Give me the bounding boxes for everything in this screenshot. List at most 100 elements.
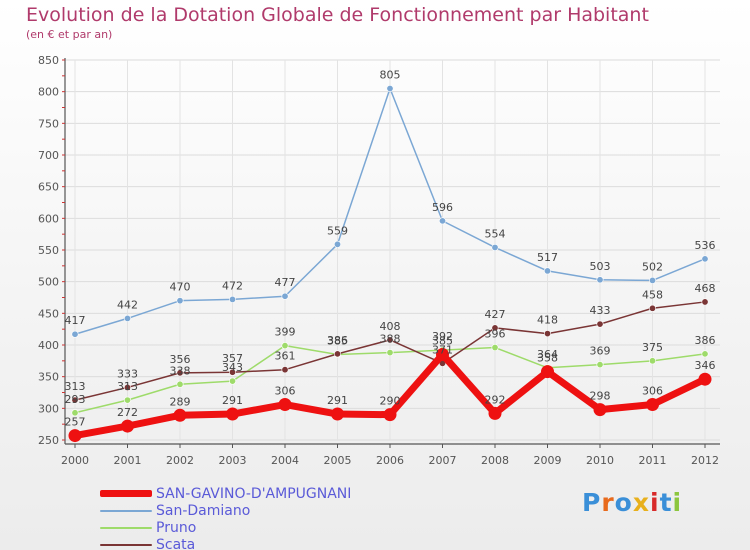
data-label: 554 bbox=[485, 227, 506, 240]
data-point bbox=[436, 348, 449, 361]
data-point bbox=[701, 298, 709, 306]
data-label: 356 bbox=[170, 353, 191, 366]
x-tick-label: 2008 bbox=[481, 454, 509, 467]
data-point bbox=[229, 295, 237, 303]
data-label: 502 bbox=[642, 260, 663, 273]
legend-item: SAN-GAVINO-D'AMPUGNANI bbox=[100, 485, 351, 502]
data-point bbox=[386, 349, 394, 357]
y-tick-label: 850 bbox=[38, 54, 59, 67]
data-label: 472 bbox=[222, 279, 243, 292]
data-label: 396 bbox=[485, 328, 506, 341]
data-label: 364 bbox=[537, 348, 558, 361]
data-label: 291 bbox=[222, 394, 243, 407]
data-label: 458 bbox=[642, 288, 663, 301]
data-point bbox=[333, 240, 341, 248]
y-tick-label: 600 bbox=[38, 212, 59, 225]
gridlines bbox=[65, 59, 720, 441]
data-point bbox=[281, 366, 289, 374]
data-label: 306 bbox=[275, 385, 296, 398]
legend-label: Pruno bbox=[156, 519, 197, 536]
data-point bbox=[438, 217, 446, 225]
data-point bbox=[173, 408, 187, 422]
x-tick-label: 2009 bbox=[534, 454, 562, 467]
data-label: 418 bbox=[537, 314, 558, 327]
data-label: 369 bbox=[590, 345, 611, 358]
data-point bbox=[333, 350, 341, 358]
data-label: 536 bbox=[695, 239, 716, 252]
data-label: 371 bbox=[432, 343, 453, 356]
legend-item: Pruno bbox=[100, 519, 351, 536]
data-point bbox=[124, 396, 132, 404]
data-label: 289 bbox=[170, 395, 191, 408]
data-point bbox=[281, 292, 289, 300]
data-label: 386 bbox=[695, 334, 716, 347]
data-point bbox=[71, 409, 79, 417]
data-label: 346 bbox=[695, 359, 716, 372]
data-label: 388 bbox=[380, 333, 401, 346]
y-tick-label: 350 bbox=[38, 371, 59, 384]
data-point bbox=[491, 243, 499, 251]
data-point bbox=[331, 407, 344, 421]
data-label: 417 bbox=[65, 314, 86, 327]
data-label: 306 bbox=[642, 385, 663, 398]
logo-letter: o bbox=[614, 488, 633, 517]
logo-letter: x bbox=[632, 488, 650, 517]
data-point bbox=[71, 396, 79, 404]
data-label: 298 bbox=[590, 390, 611, 403]
data-label: 333 bbox=[117, 367, 138, 380]
data-labels: 257 272 289 291 306 291 290 385 292 358 298 306 346 4… bbox=[65, 69, 716, 429]
data-point bbox=[124, 314, 132, 322]
legend-label: Scata bbox=[156, 536, 196, 550]
legend-item: Scata bbox=[100, 536, 351, 550]
data-label: 805 bbox=[380, 69, 401, 82]
data-point bbox=[593, 403, 607, 417]
data-label: 385 bbox=[432, 335, 453, 348]
x-tick-label: 2001 bbox=[114, 454, 142, 467]
data-point bbox=[68, 429, 82, 443]
legend-swatch bbox=[100, 543, 152, 546]
data-label: 290 bbox=[380, 395, 401, 408]
data-point bbox=[596, 320, 604, 328]
data-label: 399 bbox=[275, 326, 296, 339]
series-scata bbox=[71, 298, 709, 404]
x-tick-label: 2002 bbox=[166, 454, 194, 467]
x-tick-label: 2006 bbox=[376, 454, 404, 467]
data-point bbox=[491, 344, 499, 352]
x-tick-label: 2000 bbox=[61, 454, 89, 467]
x-tick-label: 2010 bbox=[586, 454, 614, 467]
data-label: 375 bbox=[642, 341, 663, 354]
logo-letter: r bbox=[601, 488, 615, 517]
y-tick-label: 450 bbox=[38, 307, 59, 320]
data-point bbox=[176, 297, 184, 305]
data-point bbox=[648, 304, 656, 312]
y-tick-label: 650 bbox=[38, 181, 59, 194]
data-label: 257 bbox=[65, 416, 86, 429]
data-point bbox=[646, 398, 659, 412]
legend-swatch bbox=[100, 509, 152, 512]
data-label: 442 bbox=[117, 298, 138, 311]
data-label: 343 bbox=[222, 361, 243, 374]
data-point bbox=[226, 407, 239, 421]
data-label: 408 bbox=[380, 320, 401, 333]
logo-letter: P bbox=[582, 488, 602, 517]
data-point bbox=[543, 330, 551, 338]
data-point bbox=[698, 372, 712, 386]
data-label: 272 bbox=[117, 406, 138, 419]
data-point bbox=[176, 380, 184, 388]
y-tick-label: 250 bbox=[38, 434, 59, 447]
data-label: 559 bbox=[327, 224, 348, 237]
data-label: 477 bbox=[275, 276, 296, 289]
data-point bbox=[491, 324, 499, 332]
data-point bbox=[701, 350, 709, 358]
data-point bbox=[176, 369, 184, 377]
data-label: 470 bbox=[170, 281, 191, 294]
y-tick-label: 700 bbox=[38, 149, 59, 162]
data-label: 292 bbox=[485, 393, 506, 406]
data-label: 392 bbox=[432, 330, 453, 343]
data-point bbox=[124, 383, 132, 391]
x-tick-label: 2003 bbox=[219, 454, 247, 467]
data-point bbox=[278, 398, 292, 412]
data-point bbox=[596, 361, 604, 369]
data-point bbox=[121, 419, 134, 433]
legend-label: San-Damiano bbox=[156, 502, 251, 519]
